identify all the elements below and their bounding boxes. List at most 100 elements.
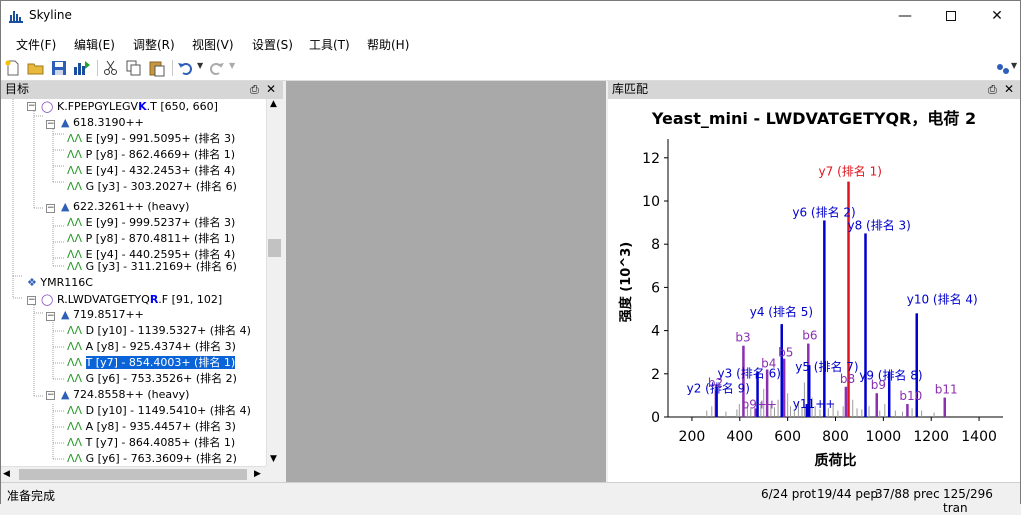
redo-dropdown-icon[interactable]: ▼ [229,61,236,70]
redo-icon[interactable] [207,59,225,77]
undo-icon[interactable] [177,59,195,77]
minimize-button[interactable]: — [882,1,928,31]
tree-transition-row[interactable]: ΛΛ E [y9] - 999.5237+ (排名 3) [67,215,235,231]
tree-precursor-row[interactable]: ▲ 719.8517++ [61,307,144,323]
menu-bar: 文件(F) 编辑(E) 调整(R) 视图(V) 设置(S) 工具(T) 帮助(H… [1,31,1020,55]
peak-icon: ΛΛ [67,164,83,177]
new-document-icon[interactable] [4,59,22,77]
peak-label: y11++ [793,397,835,411]
tree-transition-row[interactable]: ΛΛ G [y3] - 311.2169+ (排名 6) [67,259,237,275]
matched-peak [844,386,848,417]
collapse-toggle[interactable]: − [46,119,55,129]
peptide-sequence: K.FPEPGYLEGV [57,100,139,113]
collapse-toggle[interactable]: − [46,390,55,400]
status-text: 准备完成 [7,489,56,503]
unmatched-peak [763,388,765,417]
transition-label: G [y6] - 753.3526+ (排名 2) [85,372,237,385]
tree-protein-row[interactable]: ❖ YMR116C [27,275,93,291]
collapse-toggle[interactable]: − [46,203,55,213]
peak-label: b10 [899,389,922,403]
scroll-down-icon[interactable]: ▼ [270,454,277,464]
save-icon[interactable] [50,59,68,77]
collapse-toggle[interactable]: − [46,311,55,321]
publish-icon[interactable] [73,59,91,77]
tree-transition-row[interactable]: ΛΛ E [y4] - 432.2453+ (排名 4) [67,163,235,179]
y-tick-label: 8 [651,237,660,253]
peak-label: y7 (排名 1) [819,164,882,179]
tree-precursor-row[interactable]: ▲ 622.3261++ (heavy) [61,199,189,215]
tree-transition-row[interactable]: ΛΛ P [y8] - 870.4811+ (排名 1) [67,231,235,247]
pin-icon[interactable]: ⎙ [988,83,997,96]
matched-peak [887,371,891,417]
tree-precursor-row[interactable]: ▲ 618.3190++ [61,115,144,131]
x-tick-label: 1000 [866,429,902,445]
unmatched-peak [827,408,829,417]
paste-icon[interactable] [148,59,166,77]
menu-edit[interactable]: 编辑(E) [74,38,115,52]
account-dropdown-icon[interactable]: ▼ [1011,61,1018,70]
tree-transition-row[interactable]: ΛΛ G [y6] - 753.3526+ (排名 2) [67,371,237,387]
peak-label: y10 (排名 4) [907,291,978,306]
unmatched-peak [725,411,727,417]
close-button[interactable]: ✕ [974,1,1020,31]
matched-peak [847,181,850,417]
tree-vertical-scrollbar[interactable]: ▲ ▼ [266,99,282,466]
precursor-icon: ▲ [61,388,70,401]
tree-transition-row-selected[interactable]: ΛΛ T [y7] - 854.4003+ (排名 1) [67,355,237,371]
transition-label: E [y9] - 999.5237+ (排名 3) [85,216,236,229]
tree-transition-row[interactable]: ΛΛ E [y9] - 991.5095+ (排名 3) [67,131,235,147]
tree-precursor-row[interactable]: ▲ 724.8558++ (heavy) [61,387,189,403]
tree-peptide-row[interactable]: ◯ R.LWDVATGETYQR.F [91, 102] [41,292,222,308]
unmatched-peak [803,382,805,417]
scroll-right-icon[interactable]: ▶ [254,469,261,479]
tree-transition-row[interactable]: ΛΛ A [y8] - 925.4374+ (排名 3) [67,339,236,355]
maximize-button[interactable] [928,1,974,31]
undo-dropdown-icon[interactable]: ▼ [197,61,204,70]
peak-icon: ΛΛ [67,216,83,229]
peptide-heavy-residue: R [149,293,159,306]
peak-icon: ΛΛ [67,248,83,261]
peak-label: y5 (排名 7) [795,359,858,374]
transition-label: E [y4] - 432.2453+ (排名 4) [85,164,236,177]
close-pane-icon[interactable]: ✕ [1004,82,1015,96]
menu-file[interactable]: 文件(F) [16,38,57,52]
menu-view[interactable]: 视图(V) [192,38,234,52]
tree-transition-row[interactable]: ΛΛ D [y10] - 1149.5410+ (排名 4) [67,403,251,419]
cut-icon[interactable] [102,59,120,77]
peptide-heavy-residue: K [138,100,147,113]
tree-transition-row[interactable]: ΛΛ A [y8] - 935.4457+ (排名 3) [67,419,236,435]
protein-icon: ❖ [27,276,37,289]
peptide-range: .F [91, 102] [158,293,223,306]
tree-transition-row[interactable]: ΛΛ T [y7] - 864.4085+ (排名 1) [67,435,235,451]
targets-tree[interactable]: − ◯ K.FPEPGYLEGVK.T [650, 660] − ▲ 618.31… [1,99,266,466]
tree-transition-row[interactable]: ΛΛ G [y3] - 303.2027+ (排名 6) [67,179,237,195]
open-folder-icon[interactable] [27,59,45,77]
collapse-toggle[interactable]: − [27,295,36,305]
peak-label: y3 (排名 6) [718,366,781,381]
x-tick-label: 800 [822,429,849,445]
tree-transition-row[interactable]: ΛΛ P [y8] - 862.4669+ (排名 1) [67,147,235,163]
copy-icon[interactable] [125,59,143,77]
account-icon[interactable] [994,59,1012,77]
scroll-thumb[interactable] [19,469,247,480]
library-match-pane: Yeast_mini - LWDVATGETYQR，电荷 2 0 2 4 6 8 10 12 2… [608,99,1020,482]
close-icon: ✕ [991,8,1003,24]
tree-transition-row[interactable]: ΛΛ E [y4] - 440.2595+ (排名 4) [67,247,235,263]
menu-help[interactable]: 帮助(H) [367,38,410,52]
menu-refine[interactable]: 调整(R) [133,38,175,52]
peak-label: y2 (排名 9) [687,381,750,396]
close-pane-icon[interactable]: ✕ [266,82,277,96]
spectrum-chart[interactable]: Yeast_mini - LWDVATGETYQR，电荷 2 0 2 4 6 8 10 12 2… [608,99,1020,482]
scroll-up-icon[interactable]: ▲ [270,99,277,109]
unmatched-peak [921,410,923,417]
tree-transition-row[interactable]: ΛΛ D [y10] - 1139.5327+ (排名 4) [67,323,251,339]
tree-horizontal-scrollbar[interactable]: ◀ ▶ [1,466,266,482]
scroll-left-icon[interactable]: ◀ [3,469,10,479]
collapse-toggle[interactable]: − [27,101,36,111]
menu-settings[interactable]: 设置(S) [252,38,293,52]
menu-tools[interactable]: 工具(T) [309,38,350,52]
tree-transition-row[interactable]: ΛΛ G [y6] - 763.3609+ (排名 2) [67,451,237,466]
tree-peptide-row[interactable]: ◯ K.FPEPGYLEGVK.T [650, 660] [41,99,218,115]
pin-icon[interactable]: ⎙ [250,83,259,96]
scroll-thumb[interactable] [268,239,281,257]
